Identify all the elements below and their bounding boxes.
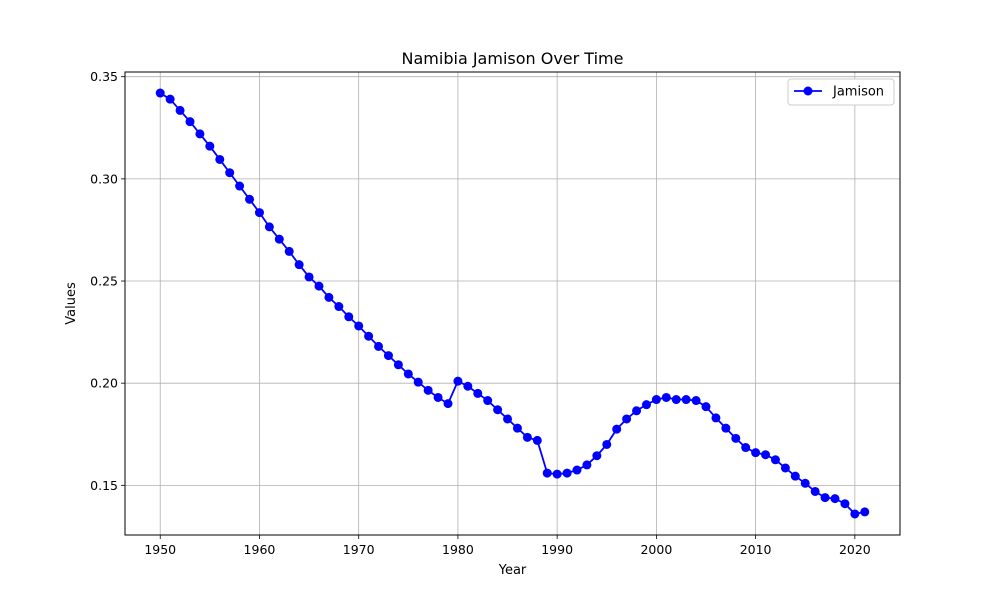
data-point	[691, 396, 701, 406]
data-point	[294, 260, 304, 270]
data-point	[413, 377, 423, 387]
data-point	[493, 405, 503, 415]
data-point	[751, 448, 761, 458]
data-point	[225, 168, 235, 178]
data-point	[820, 493, 830, 503]
chart-title: Namibia Jamison Over Time	[402, 49, 624, 68]
data-point	[721, 423, 731, 433]
data-point	[790, 471, 800, 481]
data-point	[264, 222, 274, 232]
gridlines	[125, 72, 900, 535]
data-point	[532, 435, 542, 445]
data-point	[512, 423, 522, 433]
data-point	[582, 460, 592, 470]
data-point	[235, 181, 245, 191]
data-point	[671, 395, 681, 405]
data-point	[304, 272, 314, 282]
x-tick-label: 2010	[740, 542, 772, 557]
x-tick-label: 2020	[839, 542, 871, 557]
data-point	[383, 351, 393, 361]
legend-entry-jamison: Jamison	[832, 85, 884, 100]
data-point	[602, 439, 612, 449]
data-point	[810, 486, 820, 496]
data-point	[562, 468, 572, 478]
data-point	[860, 507, 870, 517]
data-point	[572, 465, 582, 475]
legend: Jamison	[787, 78, 895, 106]
data-point	[641, 400, 651, 410]
data-point	[483, 396, 493, 406]
data-point	[503, 414, 513, 424]
data-point	[840, 499, 850, 509]
data-point	[165, 94, 175, 104]
y-axis-ticks: 0.15 0.20 0.25 0.30 0.35	[90, 69, 125, 493]
data-point	[463, 381, 473, 391]
x-axis-ticks: 1950 1960 1970 1980 1990 2000 2010 2020	[144, 535, 871, 557]
data-point	[195, 129, 205, 139]
data-point	[661, 392, 671, 402]
y-tick-label: 0.35	[90, 69, 118, 84]
legend-box	[787, 78, 895, 106]
data-point	[800, 478, 810, 488]
data-point	[552, 469, 562, 479]
data-point	[423, 385, 433, 395]
x-tick-label: 1980	[442, 542, 474, 557]
series-layer	[155, 88, 870, 519]
y-tick-label: 0.20	[90, 376, 118, 391]
data-point	[155, 88, 165, 98]
x-tick-label: 1950	[144, 542, 176, 557]
data-point	[711, 413, 721, 423]
data-point	[245, 194, 255, 204]
data-point	[354, 321, 364, 331]
data-point	[453, 376, 463, 386]
series-jamison	[155, 88, 870, 519]
data-point	[622, 414, 632, 424]
data-point	[681, 395, 691, 405]
y-axis-label: Values	[64, 282, 79, 325]
x-tick-label: 2000	[640, 542, 672, 557]
data-point	[175, 105, 185, 115]
data-point	[433, 392, 443, 402]
data-point	[770, 455, 780, 465]
data-point	[761, 450, 771, 460]
y-tick-label: 0.30	[90, 171, 118, 186]
legend-marker-swatch	[803, 86, 813, 96]
data-point	[205, 141, 215, 151]
data-point	[215, 154, 225, 164]
data-point	[612, 424, 622, 434]
data-point	[542, 468, 552, 478]
x-tick-label: 1970	[343, 542, 375, 557]
y-tick-label: 0.25	[90, 274, 118, 289]
y-tick-label: 0.15	[90, 478, 118, 493]
data-point	[274, 234, 284, 244]
data-point	[254, 208, 264, 218]
data-point	[374, 341, 384, 351]
data-point	[443, 399, 453, 409]
data-point	[632, 406, 642, 416]
data-point	[830, 494, 840, 504]
data-point	[324, 292, 334, 302]
data-point	[701, 402, 711, 412]
data-point	[850, 509, 860, 519]
x-tick-label: 1960	[244, 542, 276, 557]
data-point	[364, 331, 374, 341]
x-tick-label: 1990	[541, 542, 573, 557]
data-point	[741, 443, 751, 453]
data-point	[592, 451, 602, 461]
data-point	[780, 463, 790, 473]
data-point	[185, 117, 195, 127]
data-point	[393, 360, 403, 370]
data-point	[731, 433, 741, 443]
data-point	[284, 246, 294, 256]
data-point	[403, 369, 413, 379]
data-point	[344, 312, 354, 322]
data-point	[522, 432, 532, 442]
data-point	[651, 395, 661, 405]
plot-area-frame	[124, 71, 901, 536]
x-axis-label: Year	[498, 563, 527, 578]
data-point	[473, 388, 483, 398]
data-point	[314, 281, 324, 291]
data-point	[334, 302, 344, 312]
